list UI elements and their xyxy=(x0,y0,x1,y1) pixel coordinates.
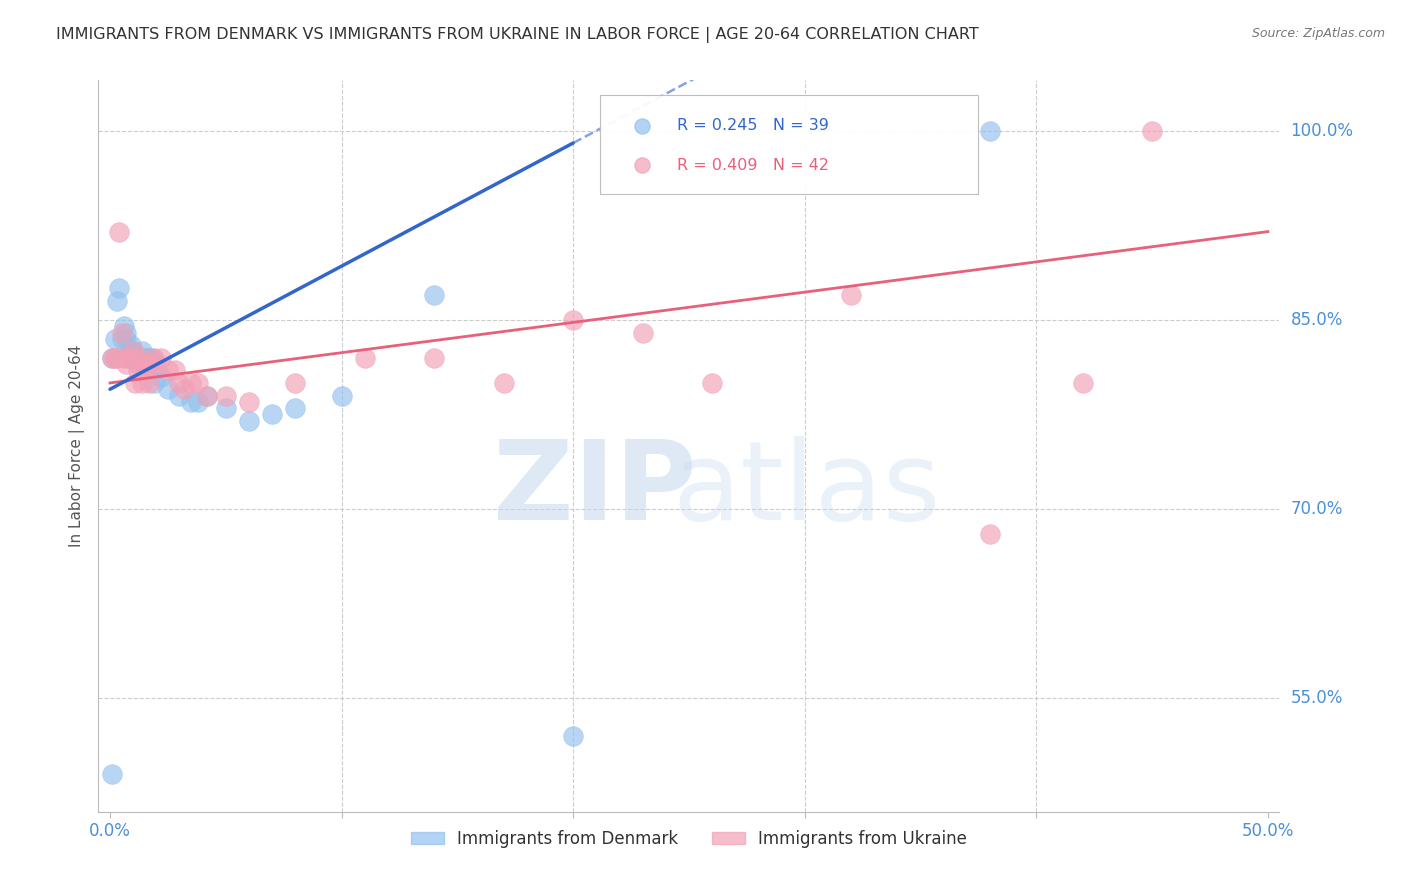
Point xyxy=(104,351,127,365)
Point xyxy=(195,388,218,402)
Text: 55.0%: 55.0% xyxy=(1291,690,1343,707)
Point xyxy=(101,351,124,365)
Point xyxy=(143,351,166,365)
Text: R = 0.245   N = 39: R = 0.245 N = 39 xyxy=(678,119,830,133)
Point xyxy=(136,357,159,371)
Point xyxy=(112,319,135,334)
Point xyxy=(124,351,146,365)
Point xyxy=(330,388,353,402)
Point xyxy=(108,281,131,295)
Text: 85.0%: 85.0% xyxy=(1291,311,1343,329)
Point xyxy=(156,363,179,377)
Point xyxy=(141,351,163,365)
Point xyxy=(120,338,142,352)
Point xyxy=(108,225,131,239)
Point xyxy=(423,287,446,301)
Point xyxy=(115,332,138,346)
FancyBboxPatch shape xyxy=(600,95,979,194)
Text: 100.0%: 100.0% xyxy=(1291,121,1354,140)
Point xyxy=(145,357,167,371)
Point xyxy=(839,287,862,301)
Point xyxy=(120,351,142,365)
Point xyxy=(115,326,138,340)
Point xyxy=(122,344,145,359)
Point xyxy=(117,351,139,365)
Point xyxy=(110,332,132,346)
Point xyxy=(631,326,654,340)
Point xyxy=(180,376,202,390)
Point xyxy=(187,395,209,409)
Point xyxy=(115,357,138,371)
Point xyxy=(117,344,139,359)
Point xyxy=(1164,202,1187,216)
Legend: Immigrants from Denmark, Immigrants from Ukraine: Immigrants from Denmark, Immigrants from… xyxy=(404,823,974,855)
Text: ZIP: ZIP xyxy=(492,436,696,543)
Point xyxy=(131,376,153,390)
Point xyxy=(105,293,128,308)
Point xyxy=(145,363,167,377)
Y-axis label: In Labor Force | Age 20-64: In Labor Force | Age 20-64 xyxy=(69,345,84,547)
Point xyxy=(138,351,160,365)
Point xyxy=(215,388,238,402)
Point xyxy=(180,395,202,409)
Point xyxy=(117,351,139,365)
Point xyxy=(700,376,723,390)
Point xyxy=(134,357,156,371)
Point xyxy=(979,124,1001,138)
Point xyxy=(238,395,260,409)
Point xyxy=(131,344,153,359)
Point xyxy=(110,326,132,340)
Point xyxy=(129,351,152,365)
Point xyxy=(562,313,585,327)
Text: R = 0.409   N = 42: R = 0.409 N = 42 xyxy=(678,158,830,173)
Point xyxy=(141,357,163,371)
Point xyxy=(169,376,191,390)
Point xyxy=(101,767,124,781)
Point xyxy=(138,376,160,390)
Point xyxy=(562,729,585,743)
Point xyxy=(112,351,135,365)
Point xyxy=(124,376,146,390)
Point xyxy=(353,351,375,365)
Point xyxy=(284,376,307,390)
Point xyxy=(187,376,209,390)
Point xyxy=(215,401,238,416)
Point xyxy=(169,388,191,402)
Text: Source: ZipAtlas.com: Source: ZipAtlas.com xyxy=(1251,27,1385,40)
Point xyxy=(104,332,127,346)
Text: 70.0%: 70.0% xyxy=(1291,500,1343,518)
Point xyxy=(238,414,260,428)
Point xyxy=(163,363,186,377)
Point xyxy=(1071,376,1094,390)
Point xyxy=(1164,270,1187,285)
Point xyxy=(492,376,515,390)
Point xyxy=(105,351,128,365)
Point xyxy=(173,382,195,396)
Point xyxy=(101,351,124,365)
Point xyxy=(143,376,166,390)
Point xyxy=(136,351,159,365)
Text: IMMIGRANTS FROM DENMARK VS IMMIGRANTS FROM UKRAINE IN LABOR FORCE | AGE 20-64 CO: IMMIGRANTS FROM DENMARK VS IMMIGRANTS FR… xyxy=(56,27,979,43)
Point xyxy=(134,363,156,377)
Point xyxy=(284,401,307,416)
Point xyxy=(134,351,156,365)
Point xyxy=(149,369,172,384)
Point xyxy=(156,382,179,396)
Text: atlas: atlas xyxy=(673,436,941,543)
Point xyxy=(979,527,1001,541)
Point xyxy=(122,344,145,359)
Point xyxy=(423,351,446,365)
Point xyxy=(262,408,284,422)
Point xyxy=(134,357,156,371)
Point xyxy=(195,388,218,402)
Point xyxy=(129,351,152,365)
Point xyxy=(127,363,149,377)
Point xyxy=(127,357,149,371)
Point xyxy=(1140,124,1163,138)
Point xyxy=(122,351,145,365)
Point xyxy=(149,351,172,365)
